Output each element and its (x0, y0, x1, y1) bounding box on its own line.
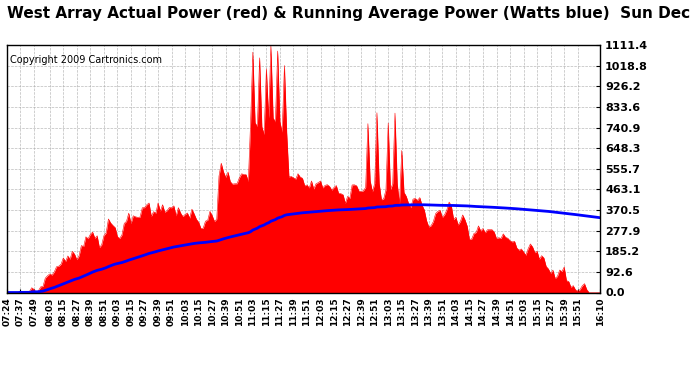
Text: West Array Actual Power (red) & Running Average Power (Watts blue)  Sun Dec 20 1: West Array Actual Power (red) & Running … (7, 6, 690, 21)
Text: Copyright 2009 Cartronics.com: Copyright 2009 Cartronics.com (10, 55, 162, 65)
